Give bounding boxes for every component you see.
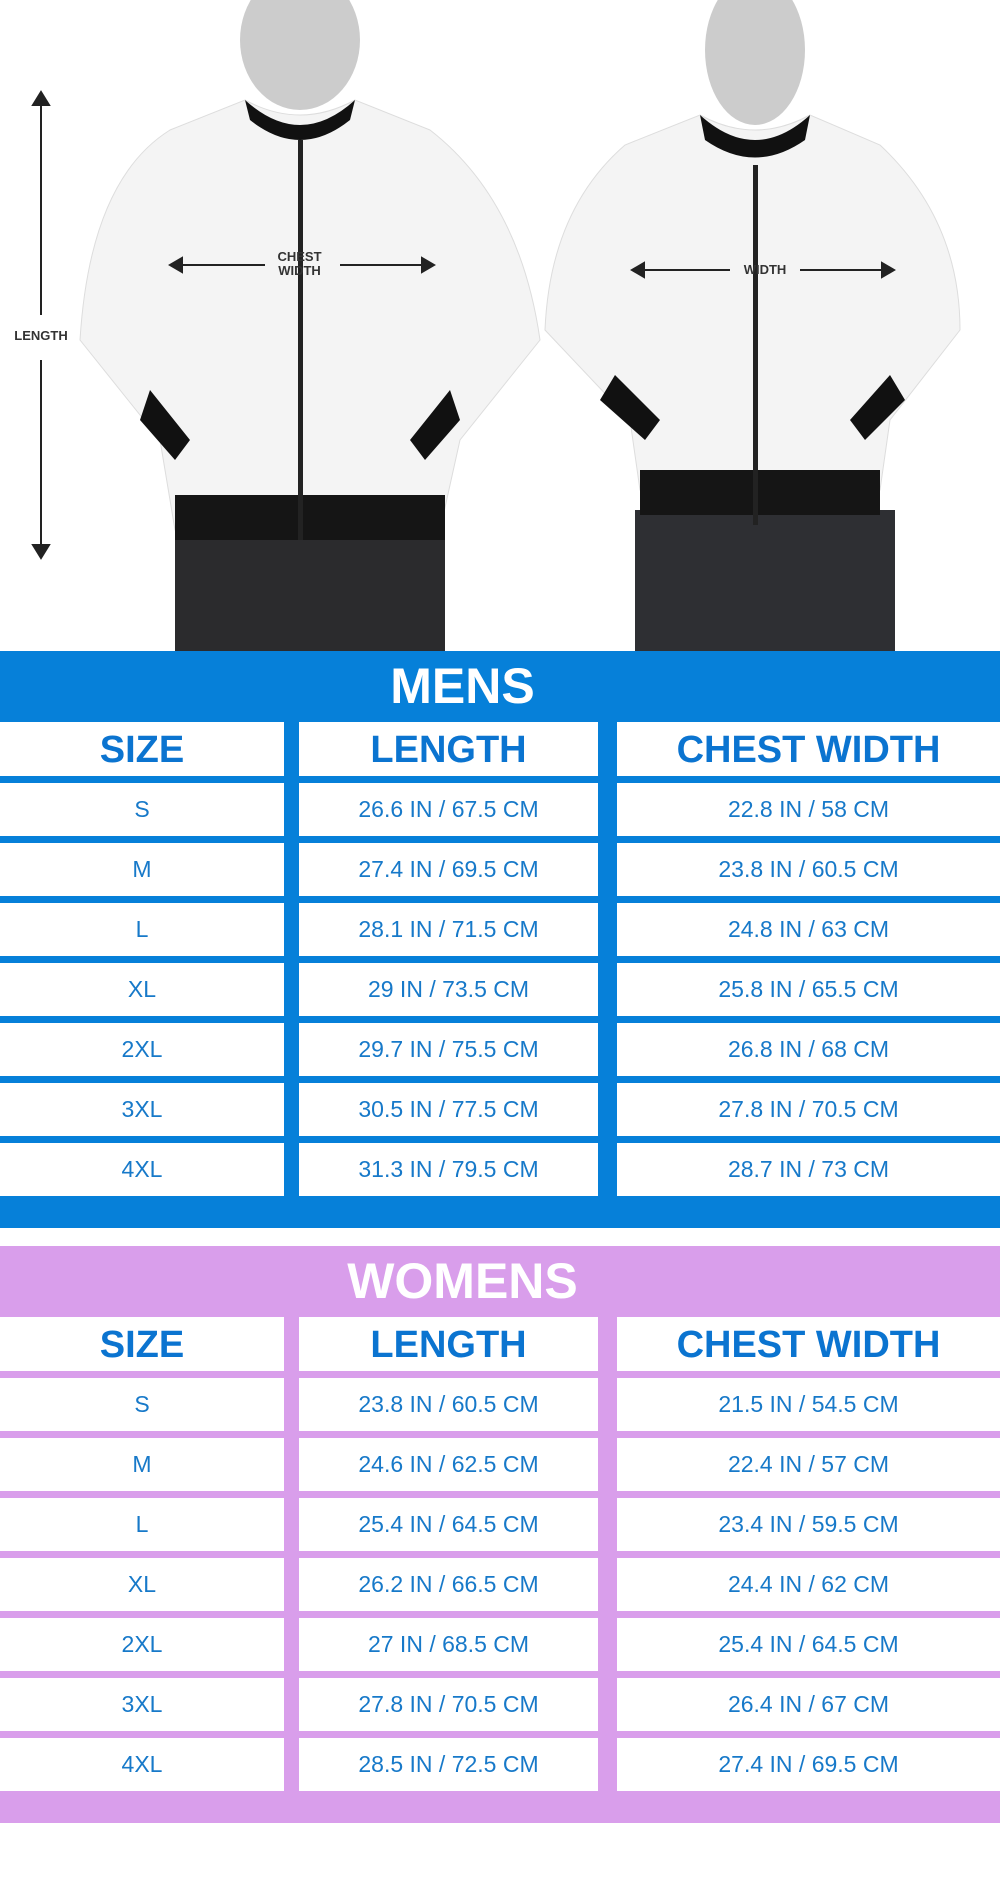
table-row: S 26.6 IN / 67.5 CM 22.8 IN / 58 CM xyxy=(0,783,1000,843)
table-row: 2XL 27 IN / 68.5 CM 25.4 IN / 64.5 CM xyxy=(0,1618,1000,1678)
table-row: 3XL 30.5 IN / 77.5 CM 27.8 IN / 70.5 CM xyxy=(0,1083,1000,1143)
length-cell: 29.7 IN / 75.5 CM xyxy=(299,1023,598,1076)
table-footer-band xyxy=(0,1203,1000,1228)
size-cell: 2XL xyxy=(0,1023,284,1076)
chest-width-cell: 22.4 IN / 57 CM xyxy=(617,1438,1000,1491)
size-cell: S xyxy=(0,1378,284,1431)
table-row: 4XL 31.3 IN / 79.5 CM 28.7 IN / 73 CM xyxy=(0,1143,1000,1203)
size-cell: XL xyxy=(0,1558,284,1611)
table-row: M 27.4 IN / 69.5 CM 23.8 IN / 60.5 CM xyxy=(0,843,1000,903)
womens-jacket xyxy=(544,0,961,651)
size-cell: 4XL xyxy=(0,1738,284,1791)
length-cell: 26.2 IN / 66.5 CM xyxy=(299,1558,598,1611)
size-cell: 3XL xyxy=(0,1083,284,1136)
size-cell: XL xyxy=(0,963,284,1016)
measurement-arrows xyxy=(31,90,896,560)
chest-width-cell: 23.4 IN / 59.5 CM xyxy=(617,1498,1000,1551)
length-label: LENGTH xyxy=(14,328,68,343)
chest-width-cell: 26.4 IN / 67 CM xyxy=(617,1678,1000,1731)
size-cell: 2XL xyxy=(0,1618,284,1671)
chest-width-cell: 28.7 IN / 73 CM xyxy=(617,1143,1000,1196)
size-cell: SIZE xyxy=(0,722,284,776)
womens-size-table: WOMENS SIZE LENGTH CHEST WIDTH S 23.8 IN / 60… xyxy=(0,1246,1000,1823)
jacket-illustration xyxy=(31,0,961,651)
chest-width-cell: 21.5 IN / 54.5 CM xyxy=(617,1378,1000,1431)
size-cell: SIZE xyxy=(0,1317,284,1371)
size-cell: S xyxy=(0,783,284,836)
chest-width-cell: 27.4 IN / 69.5 CM xyxy=(617,1738,1000,1791)
chest-width-cell: 22.8 IN / 58 CM xyxy=(617,783,1000,836)
length-cell: LENGTH xyxy=(299,1317,598,1371)
table-row: XL 26.2 IN / 66.5 CM 24.4 IN / 62 CM xyxy=(0,1558,1000,1618)
header-row: SIZE LENGTH CHEST WIDTH xyxy=(0,1317,1000,1378)
length-cell: 27.4 IN / 69.5 CM xyxy=(299,843,598,896)
table-row: L 25.4 IN / 64.5 CM 23.4 IN / 59.5 CM xyxy=(0,1498,1000,1558)
length-cell: 29 IN / 73.5 CM xyxy=(299,963,598,1016)
size-cell: L xyxy=(0,903,284,956)
length-cell: 25.4 IN / 64.5 CM xyxy=(299,1498,598,1551)
chest-width-cell: CHEST WIDTH xyxy=(617,1317,1000,1371)
chest-width-cell: CHEST WIDTH xyxy=(617,722,1000,776)
size-cell: 3XL xyxy=(0,1678,284,1731)
length-cell: 27.8 IN / 70.5 CM xyxy=(299,1678,598,1731)
table-row: L 28.1 IN / 71.5 CM 24.8 IN / 63 CM xyxy=(0,903,1000,963)
product-photo: LENGTH CHEST WIDTH WIDTH xyxy=(0,0,1000,651)
length-cell: 27 IN / 68.5 CM xyxy=(299,1618,598,1671)
length-cell: 30.5 IN / 77.5 CM xyxy=(299,1083,598,1136)
mens-size-table: MENS SIZE LENGTH CHEST WIDTH S 26.6 IN / 67.5… xyxy=(0,651,1000,1228)
length-cell: LENGTH xyxy=(299,722,598,776)
womens-title: WOMENS xyxy=(347,1253,578,1309)
length-cell: 23.8 IN / 60.5 CM xyxy=(299,1378,598,1431)
table-row: M 24.6 IN / 62.5 CM 22.4 IN / 57 CM xyxy=(0,1438,1000,1498)
table-row: XL 29 IN / 73.5 CM 25.8 IN / 65.5 CM xyxy=(0,963,1000,1023)
header-row: SIZE LENGTH CHEST WIDTH xyxy=(0,722,1000,783)
length-cell: 26.6 IN / 67.5 CM xyxy=(299,783,598,836)
size-cell: M xyxy=(0,843,284,896)
width-label: WIDTH xyxy=(743,262,787,277)
size-cell: 4XL xyxy=(0,1143,284,1196)
chest-width-cell: 27.8 IN / 70.5 CM xyxy=(617,1083,1000,1136)
length-cell: 28.1 IN / 71.5 CM xyxy=(299,903,598,956)
length-cell: 24.6 IN / 62.5 CM xyxy=(299,1438,598,1491)
chest-width-cell: 24.4 IN / 62 CM xyxy=(617,1558,1000,1611)
table-row: S 23.8 IN / 60.5 CM 21.5 IN / 54.5 CM xyxy=(0,1378,1000,1438)
table-footer-band xyxy=(0,1798,1000,1823)
chest-width-cell: 23.8 IN / 60.5 CM xyxy=(617,843,1000,896)
table-row: 3XL 27.8 IN / 70.5 CM 26.4 IN / 67 CM xyxy=(0,1678,1000,1738)
chest-width-cell: 25.4 IN / 64.5 CM xyxy=(617,1618,1000,1671)
size-cell: L xyxy=(0,1498,284,1551)
table-row: 2XL 29.7 IN / 75.5 CM 26.8 IN / 68 CM xyxy=(0,1023,1000,1083)
chest-width-cell: 25.8 IN / 65.5 CM xyxy=(617,963,1000,1016)
length-cell: 31.3 IN / 79.5 CM xyxy=(299,1143,598,1196)
mens-jacket xyxy=(79,0,541,651)
table-row: 4XL 28.5 IN / 72.5 CM 27.4 IN / 69.5 CM xyxy=(0,1738,1000,1798)
mens-title: MENS xyxy=(390,658,535,714)
chest-width-cell: 24.8 IN / 63 CM xyxy=(617,903,1000,956)
chest-width-label: CHEST WIDTH xyxy=(277,249,322,278)
size-cell: M xyxy=(0,1438,284,1491)
chest-width-cell: 26.8 IN / 68 CM xyxy=(617,1023,1000,1076)
length-cell: 28.5 IN / 72.5 CM xyxy=(299,1738,598,1791)
